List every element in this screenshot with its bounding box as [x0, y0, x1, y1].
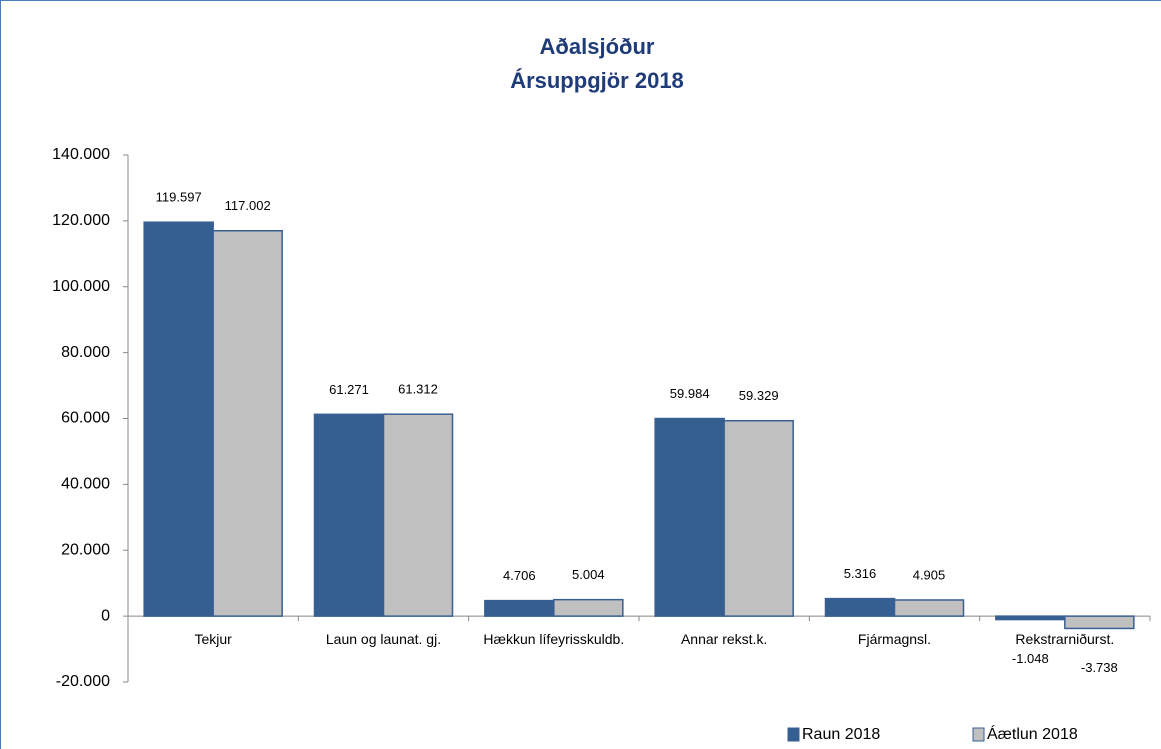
bar	[382, 413, 454, 617]
bar	[723, 419, 794, 617]
value-label: 5.004	[572, 567, 605, 582]
bar	[893, 599, 965, 617]
bar	[212, 229, 283, 617]
y-tick-label: 120.000	[52, 212, 110, 229]
value-label: 61.271	[329, 382, 369, 397]
value-label: 59.329	[739, 388, 779, 403]
bar	[824, 597, 896, 617]
y-tick-label: 60.000	[61, 410, 110, 427]
value-label: 59.984	[670, 386, 710, 401]
bar	[313, 413, 385, 617]
bar	[553, 598, 624, 617]
bar	[654, 417, 725, 617]
value-label: 117.002	[225, 198, 271, 213]
bar	[484, 599, 555, 617]
bar	[995, 615, 1066, 621]
y-tick-label: 40.000	[61, 476, 110, 493]
value-label: 119.597	[156, 190, 202, 205]
y-tick-label: 140.000	[52, 146, 110, 163]
bar	[1064, 615, 1135, 630]
y-tick-label: 0	[101, 607, 110, 624]
value-label: -3.738	[1081, 660, 1118, 675]
y-tick-label: -20.000	[56, 673, 110, 690]
value-label: 4.706	[503, 568, 536, 583]
value-label: -1.048	[1012, 651, 1049, 666]
x-tick-label: Hækkun lífeyrisskuldb.	[483, 631, 624, 647]
bar	[143, 221, 214, 617]
legend-label: Raun 2018	[802, 726, 880, 743]
value-label: 61.312	[398, 382, 438, 397]
y-tick-label: 20.000	[61, 541, 110, 558]
y-tick-label: 100.000	[52, 278, 110, 295]
chart-title: Aðalsjóður	[540, 34, 655, 59]
x-tick-label: Fjármagnsl.	[858, 631, 931, 647]
y-tick-label: 80.000	[61, 344, 110, 361]
x-tick-label: Laun og launat. gj.	[326, 631, 441, 647]
chart-subtitle: Ársuppgjör 2018	[510, 68, 684, 93]
value-label: 5.316	[844, 566, 877, 581]
x-tick-label: Annar rekst.k.	[681, 631, 767, 647]
x-tick-label: Tekjur	[194, 631, 232, 647]
value-label: 4.905	[913, 567, 946, 582]
legend-swatch	[972, 727, 985, 742]
legend-swatch	[787, 727, 800, 742]
x-tick-label: Rekstrarniðurst.	[1015, 631, 1114, 647]
legend-label: Áætlun 2018	[987, 724, 1078, 743]
